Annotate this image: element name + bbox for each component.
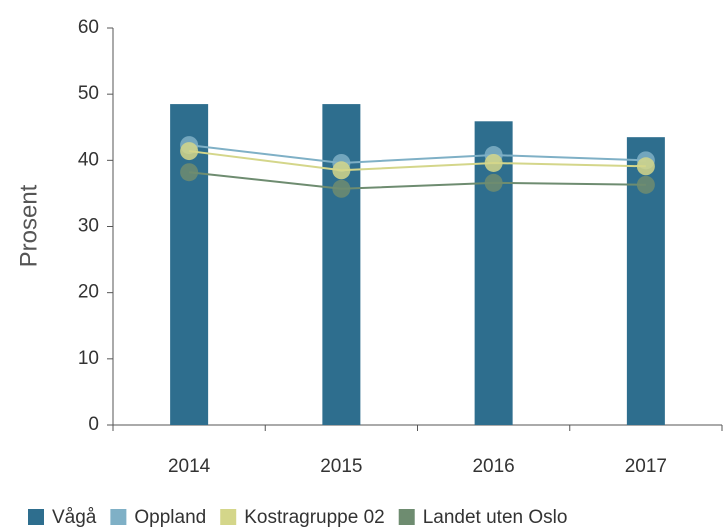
bar: [322, 104, 361, 425]
marker: [484, 153, 503, 172]
x-tick-label: 2015: [320, 456, 362, 477]
line: [189, 171, 646, 190]
y-tick-label: 0: [88, 414, 99, 435]
legend-label: Oppland: [134, 507, 206, 528]
marker: [332, 179, 351, 198]
y-tick-label: 30: [78, 216, 99, 237]
marker: [636, 175, 655, 194]
x-tick-label: 2017: [625, 456, 667, 477]
marker: [636, 157, 655, 176]
y-tick-label: 10: [78, 348, 99, 369]
legend-swatch: [220, 509, 237, 525]
legend-label: Landet uten Oslo: [423, 507, 568, 528]
legend-swatch: [110, 509, 127, 525]
marker: [484, 173, 503, 192]
marker: [180, 163, 199, 182]
marker: [332, 161, 351, 180]
y-tick-label: 50: [78, 83, 99, 104]
y-axis-label: Prosent: [15, 184, 42, 267]
line: [189, 144, 646, 164]
y-tick-label: 20: [78, 282, 99, 303]
marker: [180, 142, 199, 161]
legend-swatch: [398, 509, 415, 525]
legend-swatch: [28, 509, 44, 525]
x-tick-label: 2014: [168, 456, 211, 477]
line: [188, 150, 646, 172]
legend-label: Vågå: [52, 507, 97, 528]
y-tick-label: 60: [78, 17, 99, 38]
x-tick-label: 2016: [472, 456, 514, 477]
y-tick-label: 40: [78, 149, 99, 170]
legend-label: Kostragruppe 02: [244, 507, 385, 528]
